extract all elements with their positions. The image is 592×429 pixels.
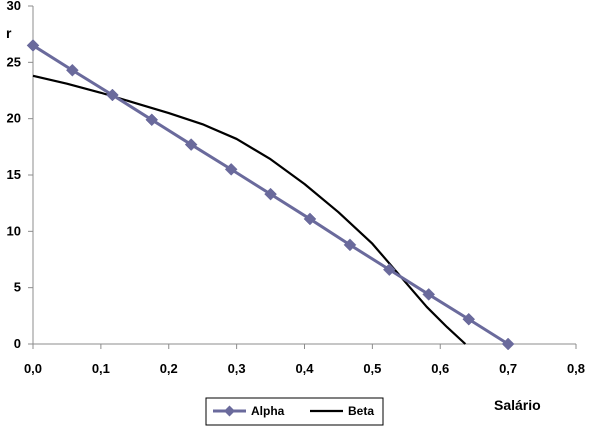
- x-tick-label: 0,2: [160, 361, 178, 376]
- data-point-alpha: [264, 187, 277, 201]
- y-tick-label: 5: [14, 280, 21, 295]
- x-tick-label: 0,3: [228, 361, 246, 376]
- data-point-alpha: [106, 88, 119, 102]
- series-layer: [26, 39, 515, 351]
- legend: Alpha Beta: [205, 397, 384, 426]
- x-tick-label: 0,7: [499, 361, 517, 376]
- y-tick-label: 30: [7, 0, 21, 13]
- data-point-alpha: [224, 163, 238, 176]
- x-tick-label: 0,4: [295, 361, 314, 376]
- x-tick-label: 0,8: [567, 361, 585, 376]
- x-tick-labels: 0,0 0,1 0,2 0,3 0,4 0,5 0,6 0,7 0,8: [24, 344, 585, 376]
- data-point-alpha: [145, 113, 159, 127]
- legend-label-alpha: Alpha: [251, 404, 285, 418]
- data-point-alpha: [382, 263, 396, 276]
- x-tick-label: 0,0: [24, 361, 42, 376]
- y-tick-labels: 0 5 10 15 20 25 30: [7, 0, 33, 351]
- x-tick-label: 0,5: [363, 361, 381, 376]
- x-tick-label: 0,6: [431, 361, 449, 376]
- y-tick-label: 20: [7, 111, 21, 126]
- x-axis-label: Salário: [494, 397, 541, 413]
- y-axis-label: r: [6, 25, 12, 41]
- data-point-alpha: [343, 238, 357, 252]
- data-point-alpha: [422, 288, 436, 301]
- axes: [32, 6, 576, 345]
- data-point-alpha: [66, 63, 79, 77]
- legend-marker-alpha: [224, 405, 235, 417]
- series-line-beta: [32, 74, 467, 345]
- y-tick-label: 15: [7, 167, 21, 182]
- y-tick-label: 25: [7, 54, 21, 69]
- legend-label-beta: Beta: [348, 404, 374, 418]
- data-point-alpha: [184, 138, 198, 151]
- data-point-alpha: [26, 39, 40, 52]
- data-point-alpha: [303, 212, 317, 226]
- y-tick-label: 0: [14, 336, 21, 351]
- data-point-alpha: [501, 337, 515, 351]
- data-point-alpha: [462, 312, 476, 326]
- x-tick-label: 0,1: [92, 361, 110, 376]
- y-tick-label: 10: [7, 223, 21, 238]
